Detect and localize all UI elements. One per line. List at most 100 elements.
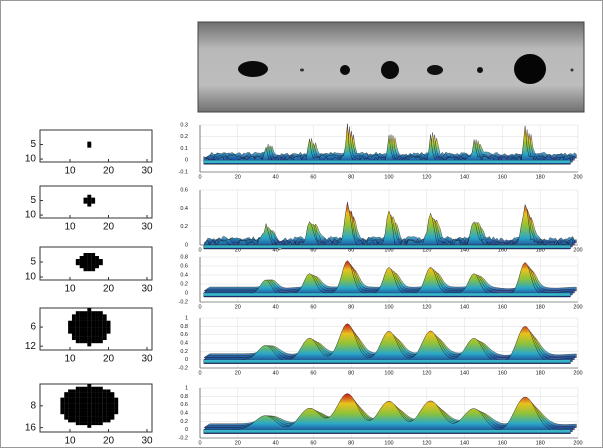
kernel-pixel [98,408,103,412]
kernel-pixel [102,389,107,393]
y-tick-label: 0.8 [180,394,188,400]
kernel-pixel [98,314,103,318]
y-tick-label: 16 [25,422,37,433]
kernel-pixel [75,327,80,331]
kernel-pixel [102,392,107,396]
kernel-pixel [79,262,84,266]
kernel-pixel [106,419,111,423]
kernel-pixel [87,397,92,401]
kernel-pixel [91,268,96,272]
kernel-pixel [110,411,115,415]
kernel-pixel [98,422,103,426]
kernel-pixel [75,397,80,401]
kernel-pixel [79,394,84,398]
kernel-pixel [91,389,96,393]
y-tick-label: 0.4 [180,340,188,346]
kernel-pixel [75,323,80,328]
y-tick-label: 0.6 [180,402,188,408]
kernel-pixel [83,317,88,321]
x-tick-label: 80 [348,247,354,253]
kernel-pixel [95,405,99,409]
kernel-pixel [87,411,92,415]
kernel-pixel [91,386,96,390]
x-tick-label: 120 [422,440,431,446]
kernel-pixel [95,311,99,315]
kernel-pixel [83,265,88,269]
y-tick-label: 10 [25,154,37,165]
kernel-pixel [98,333,103,337]
kernel-pixel [79,256,84,260]
kernel-pixel [91,414,96,417]
y-tick-label: -0.1 [179,169,188,175]
x-tick-label: 100 [384,304,393,310]
spot [477,67,483,73]
kernel-pixel [95,262,99,266]
kernel-pixel [64,411,69,415]
surface-base [203,429,571,433]
x-tick-label: 200 [573,304,582,310]
y-tick-label: 0 [185,290,188,296]
x-tick-label: 180 [536,370,545,376]
kernel-pixel [106,320,111,325]
kernel-pixel [102,330,107,334]
spot [514,54,546,84]
kernel-pixel [91,311,96,315]
x-tick-label: 140 [460,304,469,310]
kernel-pixel [102,397,107,401]
kernel-pixel [60,411,65,415]
kernel-pixel [87,194,92,198]
kernel-pixel [106,330,111,334]
kernel-pixel [114,411,119,415]
kernel-pixel [83,411,88,415]
y-tick-label: 0.6 [180,332,188,338]
kernel-pixel [95,408,99,412]
x-tick-label: 20 [235,370,241,376]
x-tick-label: 60 [310,440,316,446]
kernel-pixel [95,314,99,318]
kernel-pixel [95,330,99,334]
kernel-pixel [87,265,92,269]
x-tick-label: 30 [141,222,153,233]
kernel-pixel [102,323,107,328]
kernel-pixel [91,327,96,331]
x-tick-label: 160 [498,247,507,253]
x-tick-label: 0 [198,304,201,310]
x-tick-label: 20 [103,284,115,295]
kernel-pixel [79,414,84,417]
kernel-pixel [87,333,92,337]
kernel-pixel [98,394,103,398]
kernel-pixel [64,397,69,401]
kernel-pixel [68,416,72,420]
kernel-pixel [68,397,72,401]
kernel-pixel [91,200,96,204]
kernel-pixel [95,419,99,423]
x-tick-label: 140 [460,247,469,253]
kernel-pixel [87,405,92,409]
kernel-pixel [68,419,72,423]
kernel-pixel [83,414,88,417]
kernel-pixel [91,197,96,201]
x-tick-label: 0 [198,247,201,253]
kernel-pixel [60,405,65,409]
kernel-pixel [83,311,88,315]
kernel-pixel [106,408,111,412]
kernel-pixel [71,408,76,412]
kernel-pixel [98,397,103,401]
kernel-pixel [87,394,92,398]
kernel-pixel [95,259,99,263]
x-tick-label: 160 [498,174,507,180]
kernel-pixel [102,405,107,409]
x-tick-label: 0 [198,174,201,180]
y-tick-label: 0.3 [180,122,188,128]
kernel-pixel [87,422,92,426]
kernel-pixel [91,262,96,266]
kernel-pixel [95,392,99,396]
x-tick-label: 160 [498,440,507,446]
kernel-pixel [110,408,115,412]
kernel-pixel [102,327,107,331]
kernel-pixel [87,323,92,328]
kernel-pixel [64,392,69,396]
kernel-pixel [110,416,115,420]
kernel-pixel [98,262,103,266]
kernel-pixel [91,394,96,398]
